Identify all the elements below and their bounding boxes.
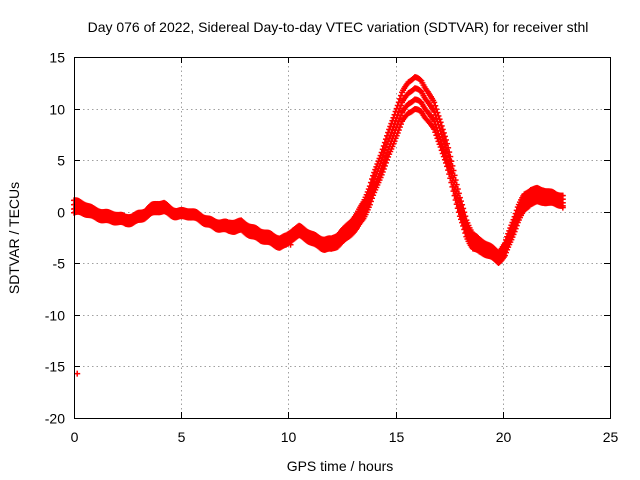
sdtvar-point	[454, 186, 461, 193]
sdtvar-point	[462, 213, 469, 220]
sdtvar-point	[397, 112, 404, 119]
x-tick-label: 25	[603, 429, 619, 445]
sdtvar-point	[434, 109, 441, 116]
sdtvar-point	[379, 168, 386, 175]
y-tick-label: -10	[45, 308, 65, 324]
sdtvar-point	[449, 162, 456, 169]
sdtvar-point	[456, 194, 463, 201]
sdtvar-point	[441, 133, 448, 140]
sdtvar-point	[461, 209, 468, 216]
sdtvar-point	[392, 117, 399, 124]
sdtvar-point	[435, 112, 442, 119]
y-tick-label: 5	[57, 153, 65, 169]
y-tick-label: -15	[45, 359, 65, 375]
sdtvar-point	[448, 158, 455, 165]
x-tick-label: 15	[389, 429, 405, 445]
sdtvar-point	[432, 102, 439, 109]
sdtvar-point	[393, 132, 400, 139]
sdtvar-point	[367, 198, 374, 205]
sdtvar-point	[446, 149, 453, 156]
sdtvar-point	[381, 162, 388, 169]
sdtvar-point	[388, 129, 395, 136]
y-tick-label: -5	[53, 256, 66, 272]
sdtvar-point	[366, 201, 373, 208]
sdtvar-point	[455, 190, 462, 197]
sdtvar-point	[378, 171, 385, 178]
sdtvar-point	[370, 192, 377, 199]
chart-title: Day 076 of 2022, Sidereal Day-to-day VTE…	[88, 19, 589, 35]
sdtvar-point	[387, 132, 394, 139]
sdtvar-point	[431, 99, 438, 106]
sdtvar-point	[457, 198, 464, 205]
sdtvar-point	[447, 153, 454, 160]
sdtvar-point	[384, 156, 391, 163]
sdtvar-point	[450, 167, 457, 174]
y-tick-label: -20	[45, 411, 65, 427]
sdtvar-point	[444, 140, 451, 147]
sdtvar-point	[391, 138, 398, 145]
y-tick-labels: 15 10 5 0 -5 -10 -15 -20	[45, 50, 65, 427]
sdtvar-point	[385, 153, 392, 160]
x-tick-label: 0	[71, 429, 79, 445]
sdtvar-point	[440, 129, 447, 136]
sdtvar-point	[459, 201, 466, 208]
sdtvar-point	[397, 121, 404, 128]
sdtvar-point	[451, 172, 458, 179]
x-tick-label: 10	[281, 429, 297, 445]
y-tick-label: 10	[49, 102, 65, 118]
x-tick-label: 20	[496, 429, 512, 445]
sdtvar-point	[439, 126, 446, 133]
sdtvar-point	[397, 102, 404, 109]
sdtvar-point	[436, 116, 443, 123]
x-tick-label: 5	[178, 429, 186, 445]
sdtvar-point	[394, 129, 401, 136]
sdtvar-point	[438, 122, 445, 129]
sdtvar-point	[391, 120, 398, 127]
sdtvar-point	[395, 127, 402, 134]
sdtvar-point	[453, 181, 460, 188]
sdtvar-point	[369, 195, 376, 202]
data-layer	[71, 74, 566, 377]
sdtvar-point	[433, 106, 440, 113]
sdtvar-point	[382, 159, 389, 166]
sdtvar-point	[445, 144, 452, 151]
sdtvar-point	[397, 92, 404, 99]
sdtvar-point	[417, 76, 424, 83]
sdtvar-point	[396, 124, 403, 131]
sdtvar-point	[442, 136, 449, 143]
sdtvar-point	[452, 177, 459, 184]
y-tick-label: 0	[57, 205, 65, 221]
y-tick-label: 15	[49, 50, 65, 66]
x-tick-labels: 0 5 10 15 20 25	[71, 429, 619, 445]
sdtvar-point	[437, 119, 444, 126]
sdtvar-point	[380, 165, 387, 172]
sdtvar-point	[460, 205, 467, 212]
